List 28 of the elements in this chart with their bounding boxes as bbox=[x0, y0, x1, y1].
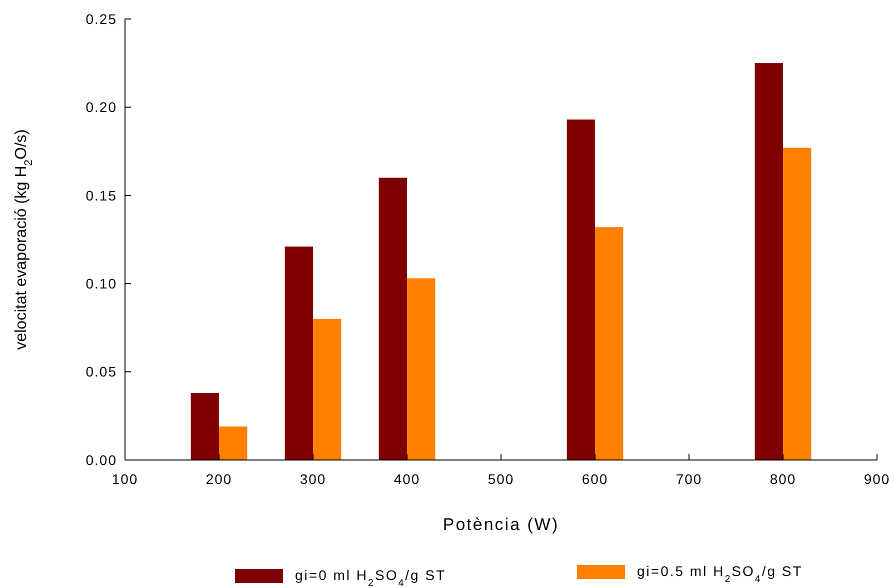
x-tick-label: 100 bbox=[112, 471, 138, 487]
bar bbox=[284, 246, 313, 460]
bar bbox=[595, 227, 624, 460]
x-tick-label: 900 bbox=[864, 471, 890, 487]
bar bbox=[754, 63, 783, 460]
x-tick-label: 800 bbox=[770, 471, 796, 487]
bar bbox=[407, 278, 436, 460]
bar bbox=[378, 178, 407, 460]
legend-label: gi=0.5 ml H$_{2}$SO$_{4}$/g ST bbox=[637, 563, 803, 584]
legend-label: gi=0 ml H$_{2}$SO$_{4}$/g ST bbox=[295, 567, 446, 588]
bar bbox=[566, 120, 595, 460]
bar bbox=[783, 148, 812, 460]
y-tick-label: 0.00 bbox=[86, 452, 117, 468]
x-tick-label: 600 bbox=[582, 471, 608, 487]
x-tick-label: 300 bbox=[300, 471, 326, 487]
bar bbox=[219, 426, 248, 460]
x-tick-label: 200 bbox=[206, 471, 232, 487]
bar bbox=[190, 392, 219, 460]
bar bbox=[313, 318, 342, 460]
y-tick-label: 0.25 bbox=[86, 10, 117, 27]
x-tick-label: 700 bbox=[676, 471, 702, 487]
x-tick-label: 500 bbox=[488, 471, 514, 487]
x-axis-title: Potència (W) bbox=[442, 515, 560, 534]
y-tick-label: 0.20 bbox=[86, 99, 117, 116]
y-tick-label: 0.05 bbox=[86, 364, 117, 380]
y-tick-label: 0.15 bbox=[86, 187, 117, 204]
x-tick-label: 400 bbox=[394, 471, 420, 487]
y-tick-label: 0.10 bbox=[86, 276, 117, 292]
